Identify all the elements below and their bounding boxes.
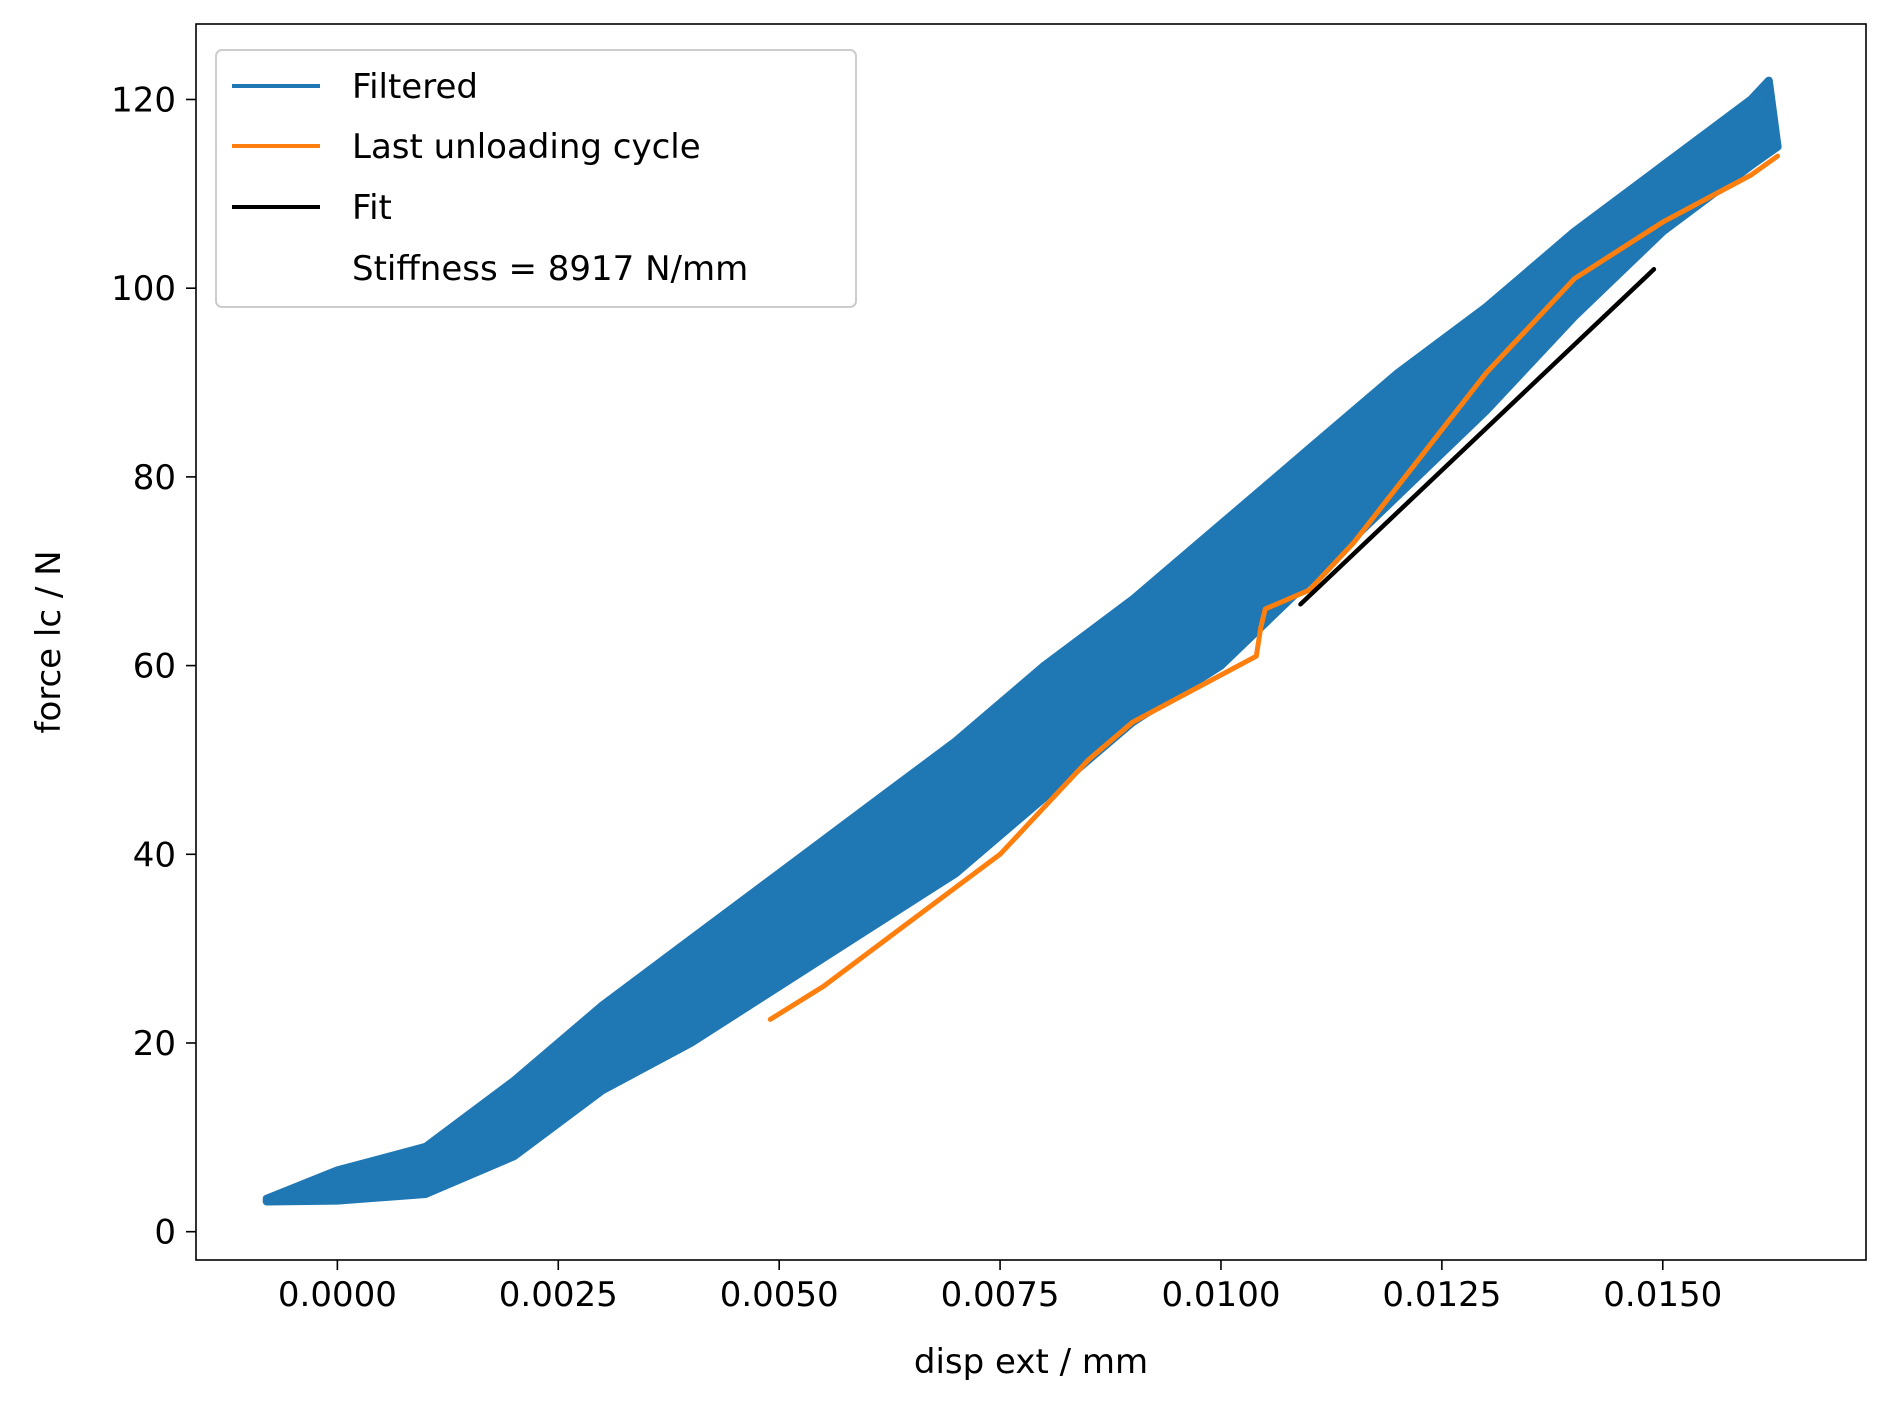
x-tick-label: 0.0050 (720, 1275, 839, 1315)
x-tick-label: 0.0075 (941, 1275, 1060, 1315)
series-fit-line (1298, 267, 1657, 607)
legend-label-fit: Fit (352, 188, 392, 228)
y-tick-label: 60 (133, 647, 176, 687)
legend: Filtered Last unloading cycle Fit Stiffn… (215, 49, 857, 308)
y-tick-label: 20 (133, 1024, 176, 1064)
y-axis-label: force lc / N (29, 550, 69, 733)
y-tick-label: 40 (133, 835, 176, 875)
x-tick-label: 0.0000 (278, 1275, 397, 1315)
y-tick-label: 120 (111, 80, 176, 120)
legend-label-filtered: Filtered (352, 67, 478, 107)
legend-label-unloading: Last unloading cycle (352, 127, 701, 167)
x-axis: 0.0000 0.0025 0.0050 0.0075 0.0100 0.0125 0.01… (278, 1260, 1722, 1315)
plot-marks (262, 76, 1782, 1206)
y-tick-label: 80 (133, 458, 176, 498)
plot-frame (195, 23, 1867, 1261)
x-tick-label: 0.0150 (1603, 1275, 1722, 1315)
legend-label-stiffness: Stiffness = 8917 N/mm (352, 249, 748, 289)
series-unloading-line (767, 153, 1781, 1022)
legend-box (215, 49, 857, 308)
x-tick-label: 0.0025 (499, 1275, 618, 1315)
x-tick-label: 0.0125 (1382, 1275, 1501, 1315)
x-tick-label: 0.0100 (1161, 1275, 1280, 1315)
x-axis-label: disp ext / mm (914, 1342, 1148, 1382)
y-tick-label: 0 (154, 1213, 176, 1253)
y-tick-label: 100 (111, 269, 176, 309)
y-axis: 0 20 40 60 80 100 120 (111, 80, 196, 1253)
series-filtered-band (262, 76, 1782, 1206)
